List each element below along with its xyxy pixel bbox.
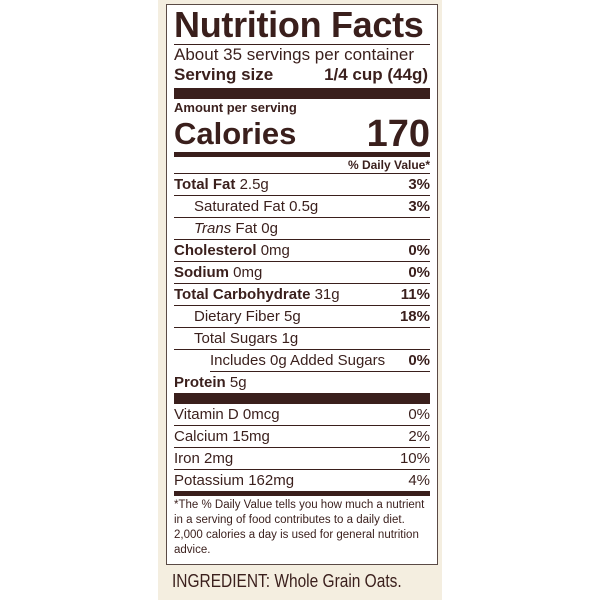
nutrient-amount: 5g	[229, 374, 247, 391]
nutrient-row: Protein 5g	[174, 372, 430, 393]
servings-per-container: About 35 servings per container	[174, 45, 415, 64]
nutrient-label: Trans	[194, 220, 232, 237]
nutrient-amount: 0mg	[260, 242, 290, 259]
nutrient-label: Total Sugars	[194, 330, 278, 347]
nutrient-daily-value: 0%	[408, 352, 430, 369]
nutrient-label: Protein	[174, 374, 226, 391]
nutrient-amount: 2.5g	[239, 176, 269, 193]
nutrient-amount: 5g	[284, 308, 301, 325]
nutrient-name: Saturated Fat 0.5g	[174, 196, 318, 217]
micronutrient-amount: 15mg	[232, 428, 270, 445]
calories-value: 170	[366, 113, 430, 155]
nutrient-row: Dietary Fiber 5g 18%	[174, 306, 430, 328]
divider-medium	[174, 491, 430, 496]
serving-size: Serving size 1/4 cup (44g)	[174, 65, 430, 85]
micronutrient-name: Vitamin D 0mcg	[174, 404, 280, 425]
micronutrient-label: Calcium	[174, 428, 229, 445]
nutrient-name: Cholesterol 0mg	[174, 240, 290, 261]
nutrient-row: Trans Fat 0g	[174, 218, 430, 240]
nutrient-row: Sodium 0mg 0%	[174, 262, 430, 284]
nutrient-daily-value: 18%	[399, 308, 430, 325]
micronutrient-name: Potassium 162mg	[174, 470, 294, 491]
nutrient-name: Total Fat 2.5g	[174, 174, 269, 195]
divider-thick	[174, 393, 430, 404]
nutrient-amount: 0g	[261, 220, 278, 237]
calories-label: Calories	[174, 116, 297, 151]
micronutrient-label: Vitamin D	[174, 406, 239, 423]
micronutrient-amount: 0mcg	[242, 406, 280, 423]
micronutrient-label: Potassium	[174, 472, 245, 489]
ingredients: INGREDIENT: Whole Grain Oats.	[172, 571, 402, 591]
micronutrient-amount: 162mg	[248, 472, 295, 489]
nutrient-row: Saturated Fat 0.5g 3%	[174, 196, 430, 218]
nutrient-row: Includes 0g Added Sugars 0%	[210, 350, 430, 372]
micronutrient-daily-value: 10%	[399, 450, 430, 467]
nutrient-name: Includes 0g Added Sugars	[210, 350, 385, 371]
nutrient-amount: 0mg	[233, 264, 263, 281]
nutrient-name: Protein 5g	[174, 372, 247, 393]
nutrient-amount: 31g	[314, 286, 340, 303]
nutrient-name: Total Sugars 1g	[174, 328, 298, 349]
label-title: Nutrition Facts	[174, 5, 430, 45]
footnote: *The % Daily Value tells you how much a …	[174, 499, 425, 556]
nutrient-daily-value: 3%	[408, 198, 430, 215]
nutrient-label: Total Fat	[174, 176, 236, 193]
micronutrient-row: Vitamin D 0mcg 0%	[174, 404, 430, 426]
nutrient-label: Includes 0g Added Sugars	[210, 352, 386, 369]
nutrient-label-suffix: Fat	[231, 220, 258, 237]
nutrient-row: Total Carbohydrate 31g 11%	[174, 284, 430, 306]
calories-row: Calories 170	[174, 113, 430, 155]
micronutrient-name: Iron 2mg	[174, 448, 233, 469]
amount-per-serving: Amount per serving	[174, 100, 297, 115]
nutrient-list: Total Fat 2.5g 3% Saturated Fat 0.5g 3% Tran…	[174, 174, 430, 393]
serving-size-label: Serving size	[174, 65, 274, 84]
nutrition-facts-label: Nutrition Facts About 35 servings per co…	[166, 4, 438, 565]
nutrient-name: Sodium 0mg	[174, 262, 262, 283]
daily-value-header: % Daily Value*	[174, 157, 430, 174]
nutrient-amount: 0.5g	[289, 198, 319, 215]
nutrient-label: Saturated Fat	[194, 198, 285, 215]
nutrient-daily-value: 0%	[408, 264, 430, 281]
micronutrient-row: Calcium 15mg 2%	[174, 426, 430, 448]
nutrient-row: Cholesterol 0mg 0%	[174, 240, 430, 262]
nutrient-name: Total Carbohydrate 31g	[174, 284, 340, 305]
micronutrient-label: Iron	[174, 450, 200, 467]
micronutrient-daily-value: 0%	[408, 406, 430, 423]
micronutrient-row: Potassium 162mg 4%	[174, 470, 430, 491]
nutrient-label: Cholesterol	[174, 242, 257, 259]
nutrient-label: Total Carbohydrate	[174, 286, 311, 303]
nutrient-name: Dietary Fiber 5g	[174, 306, 301, 327]
nutrient-daily-value: 0%	[408, 242, 430, 259]
nutrient-row: Total Fat 2.5g 3%	[174, 174, 430, 196]
micronutrient-daily-value: 4%	[408, 472, 430, 489]
micronutrient-list: Vitamin D 0mcg 0% Calcium 15mg 2% Iron 2mg 10…	[174, 404, 430, 491]
nutrient-label: Dietary Fiber	[194, 308, 280, 325]
divider-thick	[174, 88, 430, 99]
nutrient-amount: 1g	[281, 330, 299, 347]
nutrient-daily-value: 3%	[408, 176, 430, 193]
nutrient-label: Sodium	[174, 264, 229, 281]
nutrient-daily-value: 11%	[400, 286, 430, 303]
nutrient-row: Total Sugars 1g	[174, 328, 430, 350]
nutrient-name: Trans Fat 0g	[174, 218, 278, 239]
divider-medium	[174, 152, 430, 157]
micronutrient-row: Iron 2mg 10%	[174, 448, 430, 470]
micronutrient-daily-value: 2%	[408, 428, 430, 445]
serving-size-value: 1/4 cup (44g)	[324, 65, 428, 84]
micronutrient-name: Calcium 15mg	[174, 426, 270, 447]
micronutrient-amount: 2mg	[204, 450, 234, 467]
